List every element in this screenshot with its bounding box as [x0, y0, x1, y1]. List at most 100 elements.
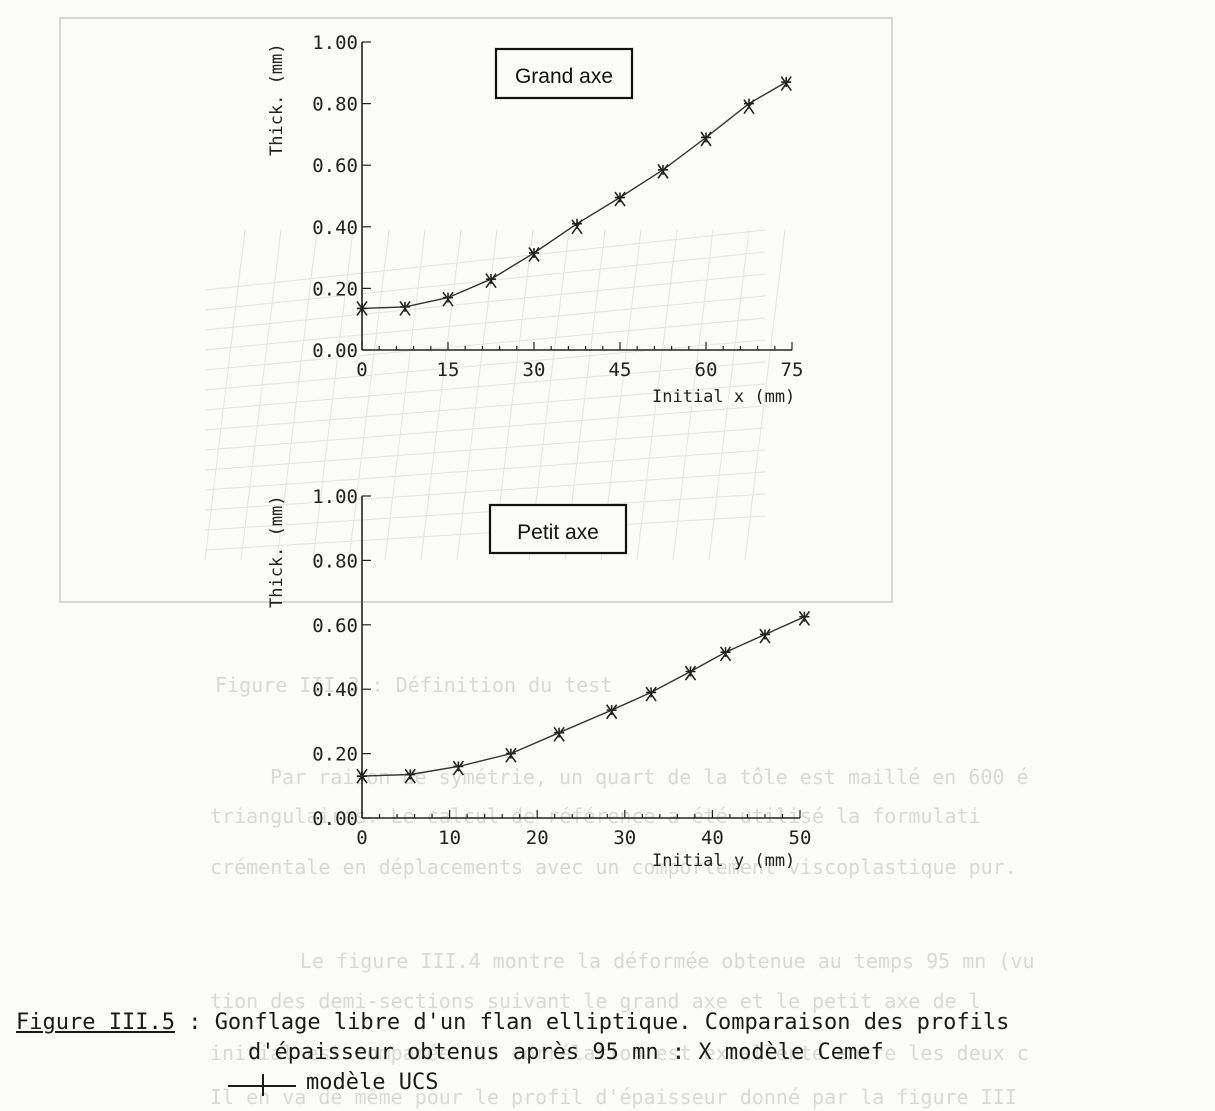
- bleed-mesh-line: [204, 295, 766, 351]
- x-point: [719, 646, 732, 662]
- plus-point: [701, 132, 711, 143]
- plus-point: [505, 748, 516, 759]
- bleed-line: Le figure III.4 montre la déformée obten…: [300, 949, 1035, 973]
- x-point: [442, 291, 454, 307]
- x-tick-label: 75: [781, 359, 804, 381]
- y-tick-label: 0.40: [312, 679, 358, 701]
- plus-point: [658, 164, 668, 175]
- plus-point: [405, 769, 416, 780]
- caption-text-2: d'épaisseur obtenus après 95 mn : X modè…: [248, 1040, 884, 1065]
- plus-series-line: [361, 81, 787, 310]
- x-point: [452, 760, 465, 776]
- plus-point: [685, 666, 696, 677]
- bleed-line: triangulaires. Le calcul de référence a …: [210, 804, 981, 828]
- y-tick-label: 0.40: [312, 217, 358, 239]
- x-tick-label: 60: [695, 359, 718, 381]
- x-tick-label: 50: [789, 827, 812, 849]
- caption-line-1: Figure III.5 : Gonflage libre d'un flan …: [16, 1008, 1009, 1038]
- plus-point: [615, 192, 625, 203]
- bleed-mesh-line: [456, 229, 498, 561]
- bleed-mesh-line: [204, 471, 766, 511]
- plus-point: [400, 301, 410, 312]
- x-point: [798, 610, 811, 626]
- y-tick-label: 0.00: [312, 808, 358, 830]
- bleed-mesh-line: [240, 229, 282, 561]
- x-tick-label: 30: [613, 827, 636, 849]
- x-point: [485, 273, 497, 289]
- y-tick-label: 0.60: [312, 615, 358, 637]
- x-tick-label: 15: [437, 359, 460, 381]
- bleed-mesh-line: [204, 361, 766, 411]
- bleed-mesh-line: [204, 383, 766, 431]
- chart-grand-axe: 0 15 30 45 60 75 0.00 0.20 0.40 0.60 0.80 1.00 Ini…: [267, 32, 803, 407]
- x-point: [528, 247, 540, 262]
- x-tick-label: 0: [356, 359, 367, 381]
- bleed-mesh-line: [204, 493, 766, 531]
- figure-caption: Figure III.5 : Gonflage libre d'un flan …: [16, 1008, 1009, 1098]
- x-point: [684, 665, 697, 681]
- caption-line-3: modèle UCS: [16, 1068, 1009, 1098]
- bleed-mesh-line: [204, 449, 766, 491]
- x-point: [700, 131, 712, 147]
- bleed-through: Figure III.3 : Définition du test Par ra…: [59, 17, 1035, 1109]
- x-axis-label: Initial y (mm): [652, 851, 795, 871]
- bleed-mesh-line: [708, 229, 750, 561]
- plus-point: [443, 292, 453, 303]
- plus-point: [554, 727, 565, 738]
- y-tick-label: 0.00: [312, 340, 358, 362]
- x-point: [614, 191, 626, 207]
- x-point: [759, 628, 771, 644]
- bleed-mesh-line: [204, 273, 766, 331]
- plus-point: [781, 77, 792, 88]
- x-point: [571, 219, 583, 235]
- chart-petit-axe: 0 10 20 30 40 50 0.00 0.20 0.40 0.60 0.80 1.00 Ini…: [267, 486, 811, 871]
- x-point: [399, 300, 411, 316]
- bleed-mesh-line: [276, 229, 318, 561]
- plus-point: [799, 611, 810, 622]
- plus-point: [720, 647, 731, 658]
- y-tick-label: 1.00: [312, 32, 358, 54]
- x-point: [404, 768, 416, 784]
- y-ticks: 0.00 0.20 0.40 0.60 0.80 1.00: [312, 486, 371, 830]
- bleed-mesh-line: [312, 229, 354, 561]
- x-axis-label: Initial x (mm): [652, 387, 795, 407]
- x-point: [657, 163, 669, 179]
- x-point: [645, 686, 657, 702]
- panel-title: Petit axe: [517, 521, 599, 544]
- bleed-mesh-line: [420, 229, 462, 561]
- x-tick-label: 30: [523, 359, 546, 381]
- x-point: [356, 300, 368, 316]
- bleed-mesh-line: [204, 251, 766, 311]
- bleed-mesh-line: [204, 405, 766, 451]
- caption-line-2: d'épaisseur obtenus après 95 mn : X modè…: [16, 1038, 1009, 1068]
- bleed-line: Par raison de symétrie, un quart de la t…: [270, 765, 1029, 789]
- bleed-mesh-line: [204, 229, 766, 291]
- bleed-line: crémentale en déplacements avec un compo…: [210, 855, 1017, 879]
- bleed-frame: [59, 17, 893, 603]
- plus-point: [529, 247, 539, 258]
- plus-point: [486, 274, 496, 285]
- x-ticks: 0 15 30 45 60 75: [356, 342, 803, 381]
- y-ticks: 0.00 0.20 0.40 0.60 0.80 1.00: [312, 32, 371, 362]
- x-point: [505, 747, 517, 763]
- caption-text-1: : Gonflage libre d'un flan elliptique. C…: [174, 1010, 1010, 1035]
- bleed-mesh-line: [204, 515, 766, 551]
- x-tick-label: 10: [438, 827, 461, 849]
- x-tick-label: 20: [526, 827, 549, 849]
- y-tick-label: 0.60: [312, 155, 358, 177]
- bleed-mesh-line: [384, 229, 426, 561]
- caption-label: Figure III.5: [16, 1010, 175, 1035]
- y-tick-label: 0.20: [312, 744, 358, 766]
- x-point: [606, 704, 618, 720]
- x-tick-label: 45: [609, 359, 632, 381]
- plus-point: [606, 705, 617, 716]
- y-tick-label: 0.20: [312, 278, 358, 300]
- y-tick-label: 0.80: [312, 550, 358, 572]
- bleed-mesh: [204, 229, 786, 561]
- x-tick-label: 0: [356, 827, 367, 849]
- panel-title-box: [494, 47, 634, 100]
- x-ticks: 0 10 20 30 40 50: [356, 810, 811, 849]
- bleed-line: Il en va de même pour le profil d'épaiss…: [210, 1085, 1017, 1109]
- bleed-mesh-line: [204, 339, 766, 391]
